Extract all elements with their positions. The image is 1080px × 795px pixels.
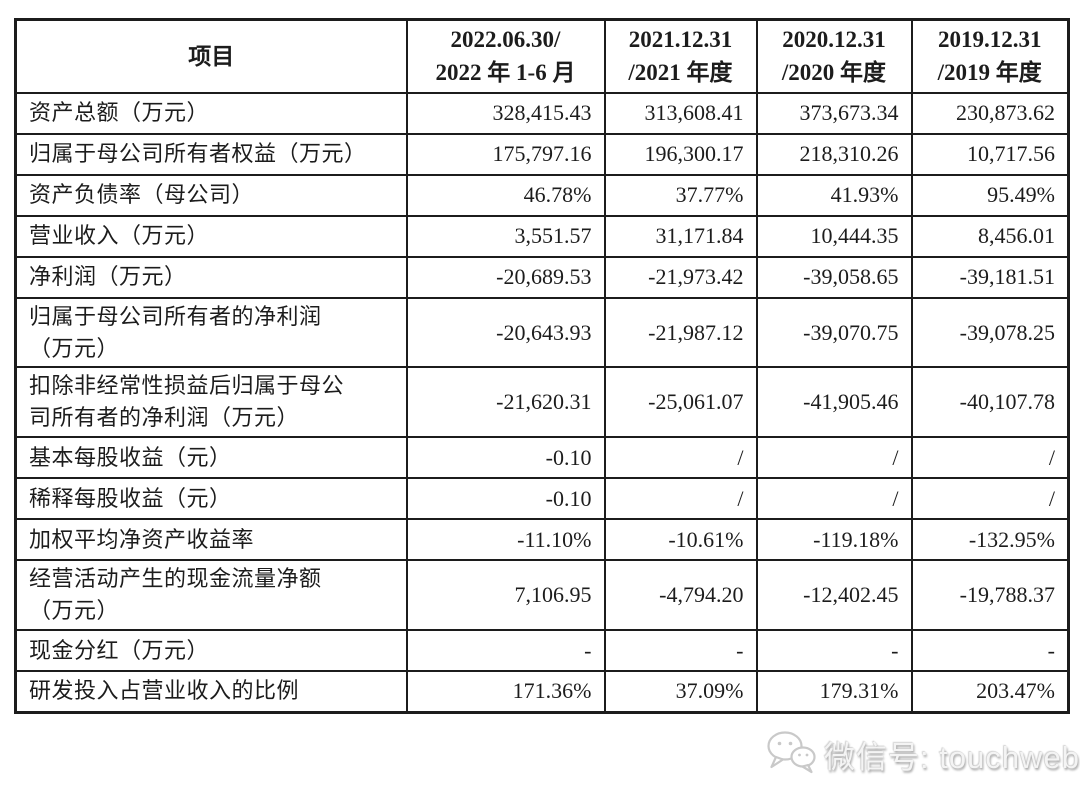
row-label: 归属于母公司所有者的净利润 （万元） <box>14 296 408 369</box>
cell-value: 313,608.41 <box>603 91 758 135</box>
table-row: 扣除非经常性损益后归属于母公 司所有者的净利润（万元） -21,620.31 -… <box>14 366 1070 439</box>
cell-value: -39,078.25 <box>910 296 1070 369</box>
cell-value: -20,689.53 <box>405 255 606 299</box>
row-label: 归属于母公司所有者权益（万元） <box>14 132 408 176</box>
cell-value: 3,551.57 <box>405 214 606 258</box>
cell-value: -0.10 <box>405 477 606 521</box>
cell-value: -11.10% <box>405 518 606 562</box>
table-row: 经营活动产生的现金流量净额 （万元） 7,106.95 -4,794.20 -1… <box>14 559 1070 632</box>
cell-value: 218,310.26 <box>755 132 913 176</box>
cell-value: -4,794.20 <box>603 559 758 632</box>
table-row: 营业收入（万元） 3,551.57 31,171.84 10,444.35 8,… <box>14 214 1070 258</box>
cell-value: / <box>603 477 758 521</box>
watermark-text: 微信号: touchweb <box>824 739 1080 775</box>
cell-value: -20,643.93 <box>405 296 606 369</box>
cell-value: -25,061.07 <box>603 366 758 439</box>
table-row: 归属于母公司所有者权益（万元） 175,797.16 196,300.17 21… <box>14 132 1070 176</box>
cell-value: -21,620.31 <box>405 366 606 439</box>
cell-value: -119.18% <box>755 518 913 562</box>
cell-value: 179.31% <box>755 670 913 714</box>
cell-value: 46.78% <box>405 173 606 217</box>
cell-value: 31,171.84 <box>603 214 758 258</box>
header-period-2021: 2021.12.31 /2021 年度 <box>603 18 758 94</box>
cell-value: -21,987.12 <box>603 296 758 369</box>
cell-value: / <box>603 436 758 480</box>
row-label: 扣除非经常性损益后归属于母公 司所有者的净利润（万元） <box>14 366 408 439</box>
cell-value: - <box>405 629 606 673</box>
cell-value: 7,106.95 <box>405 559 606 632</box>
row-label: 经营活动产生的现金流量净额 （万元） <box>14 559 408 632</box>
cell-value: 8,456.01 <box>910 214 1070 258</box>
table-row: 基本每股收益（元） -0.10 / / / <box>14 436 1070 480</box>
financial-table: 项目 2022.06.30/ 2022 年 1-6 月 2021.12.31 /… <box>14 18 1070 714</box>
cell-value: -39,181.51 <box>910 255 1070 299</box>
row-label: 稀释每股收益（元） <box>14 477 408 521</box>
cell-value: 37.09% <box>603 670 758 714</box>
watermark: 微信号: touchweb <box>765 726 1080 782</box>
cell-value: -39,070.75 <box>755 296 913 369</box>
table-row: 净利润（万元） -20,689.53 -21,973.42 -39,058.65… <box>14 255 1070 299</box>
cell-value: 373,673.34 <box>755 91 913 135</box>
header-period-2019: 2019.12.31 /2019 年度 <box>910 18 1070 94</box>
cell-value: 37.77% <box>603 173 758 217</box>
table-row: 加权平均净资产收益率 -11.10% -10.61% -119.18% -132… <box>14 518 1070 562</box>
cell-value: -40,107.78 <box>910 366 1070 439</box>
cell-value: -19,788.37 <box>910 559 1070 632</box>
table-row: 现金分红（万元） - - - - <box>14 629 1070 673</box>
row-label: 营业收入（万元） <box>14 214 408 258</box>
header-period-2022h1: 2022.06.30/ 2022 年 1-6 月 <box>405 18 606 94</box>
table-row: 稀释每股收益（元） -0.10 / / / <box>14 477 1070 521</box>
cell-value: 175,797.16 <box>405 132 606 176</box>
cell-value: 203.47% <box>910 670 1070 714</box>
cell-value: -41,905.46 <box>755 366 913 439</box>
row-label: 研发投入占营业收入的比例 <box>14 670 408 714</box>
wechat-icon <box>765 729 817 780</box>
cell-value: / <box>910 436 1070 480</box>
row-label: 现金分红（万元） <box>14 629 408 673</box>
table-row: 资产总额（万元） 328,415.43 313,608.41 373,673.3… <box>14 91 1070 135</box>
cell-value: 171.36% <box>405 670 606 714</box>
cell-value: 41.93% <box>755 173 913 217</box>
cell-value: / <box>910 477 1070 521</box>
cell-value: 10,717.56 <box>910 132 1070 176</box>
cell-value: - <box>603 629 758 673</box>
cell-value: - <box>755 629 913 673</box>
cell-value: / <box>755 477 913 521</box>
cell-value: 95.49% <box>910 173 1070 217</box>
table-header-row: 项目 2022.06.30/ 2022 年 1-6 月 2021.12.31 /… <box>14 18 1070 94</box>
cell-value: -21,973.42 <box>603 255 758 299</box>
row-label: 基本每股收益（元） <box>14 436 408 480</box>
cell-value: - <box>910 629 1070 673</box>
cell-value: -132.95% <box>910 518 1070 562</box>
cell-value: -10.61% <box>603 518 758 562</box>
row-label: 资产总额（万元） <box>14 91 408 135</box>
cell-value: -39,058.65 <box>755 255 913 299</box>
cell-value: 196,300.17 <box>603 132 758 176</box>
cell-value: 230,873.62 <box>910 91 1070 135</box>
table-row: 归属于母公司所有者的净利润 （万元） -20,643.93 -21,987.12… <box>14 296 1070 369</box>
cell-value: -0.10 <box>405 436 606 480</box>
header-item-column: 项目 <box>14 18 408 94</box>
row-label: 加权平均净资产收益率 <box>14 518 408 562</box>
header-period-2020: 2020.12.31 /2020 年度 <box>755 18 913 94</box>
cell-value: 10,444.35 <box>755 214 913 258</box>
cell-value: / <box>755 436 913 480</box>
row-label: 资产负债率（母公司） <box>14 173 408 217</box>
table-row: 研发投入占营业收入的比例 171.36% 37.09% 179.31% 203.… <box>14 670 1070 714</box>
cell-value: 328,415.43 <box>405 91 606 135</box>
cell-value: -12,402.45 <box>755 559 913 632</box>
row-label: 净利润（万元） <box>14 255 408 299</box>
table-row: 资产负债率（母公司） 46.78% 37.77% 41.93% 95.49% <box>14 173 1070 217</box>
